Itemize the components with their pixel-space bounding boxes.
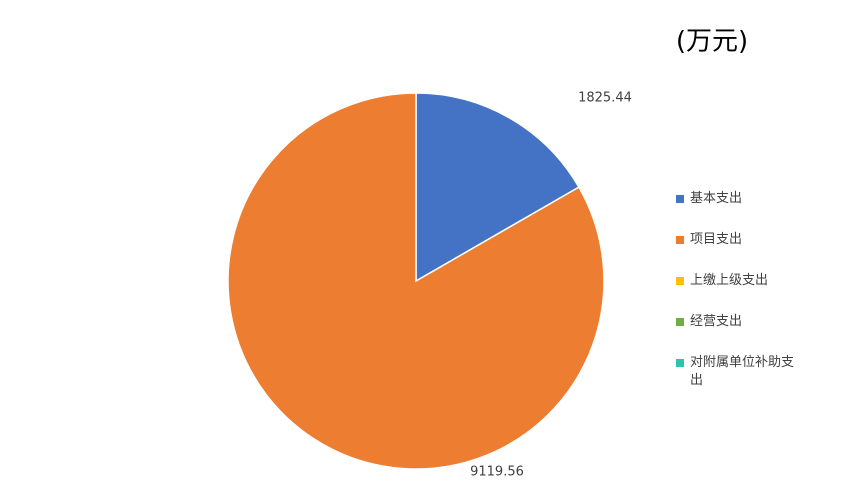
legend-item: 对附属单位补助支出 [676, 354, 806, 395]
data-label: 1825.44 [578, 91, 632, 106]
legend-swatch [676, 195, 684, 203]
legend-item: 上缴上级支出 [676, 272, 806, 313]
legend-label: 经营支出 [690, 314, 743, 329]
legend: 基本支出项目支出上缴上级支出 经营支出对附属单位补助支出 [676, 190, 806, 395]
pie-slice [415, 92, 580, 283]
legend-swatch [676, 236, 684, 244]
legend-label: 项目支出 [690, 232, 743, 247]
legend-item: 基本支出 [676, 190, 806, 231]
legend-label: 上缴上级支出 [690, 273, 769, 288]
legend-swatch [676, 359, 684, 367]
legend-label: 对附属单位补助支出 [690, 355, 795, 388]
legend-item: 经营支出 [676, 313, 806, 354]
legend-label: 基本支出 [690, 191, 743, 206]
data-label: 9119.56 [470, 465, 524, 480]
chart-title: (万元) [676, 27, 748, 57]
pie-slice [227, 92, 605, 470]
legend-swatch [676, 318, 684, 326]
legend-item: 项目支出 [676, 231, 806, 272]
legend-swatch [676, 277, 684, 285]
